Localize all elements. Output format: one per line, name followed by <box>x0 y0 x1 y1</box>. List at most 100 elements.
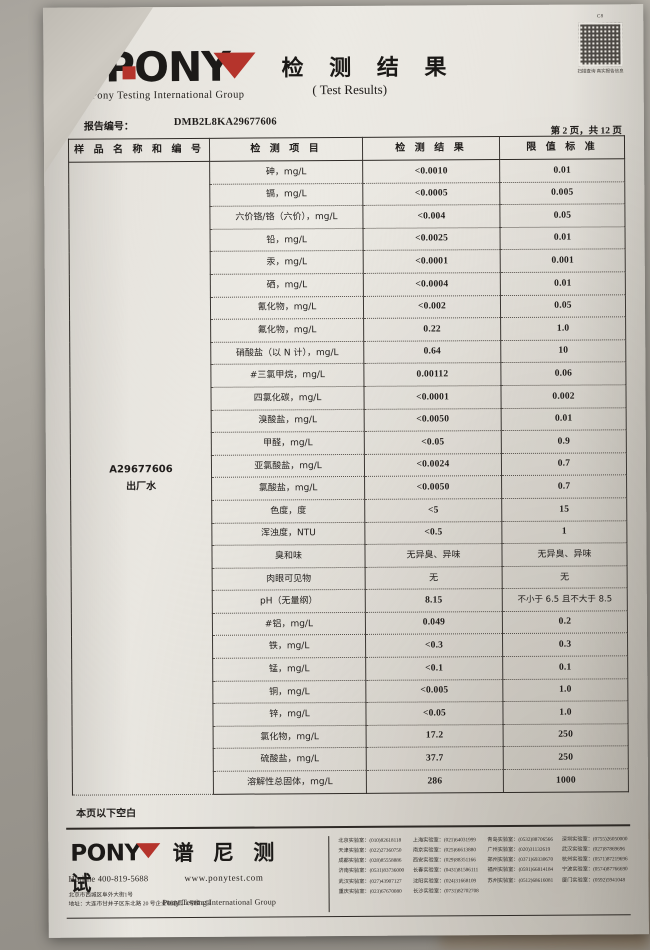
qr-code-icon[interactable] <box>578 22 623 67</box>
lab-contact: 长春实验室：(0431)81586111 <box>412 867 479 875</box>
cell-result: <0.0050 <box>364 475 502 500</box>
cell-result-text: <0.0004 <box>415 278 449 290</box>
footer-address: 北京市西城区阜外大街1号 地址：大连市甘井子区东北路 20 号企业制造园 1 号楼… <box>69 891 212 910</box>
lab-contact: 厦门实验室：(0592)5941048 <box>561 876 626 884</box>
cell-result: <0.0050 <box>364 408 502 432</box>
lab-contact: 上海实验室：(021)64031999 <box>412 837 476 844</box>
lab-contact: 苏州实验室：(0512)68616081 <box>487 877 554 884</box>
cell-limit-text: 无异臭、异味 <box>537 549 592 560</box>
lab-contact: 沈阳实验室：(024)31668109 <box>412 877 477 885</box>
cell-result: <0.3 <box>365 634 503 658</box>
cell-item: 铅，mg/L <box>210 228 364 252</box>
column-header-sample: 样 品 名 称 和 编 号 <box>68 138 210 163</box>
cell-result-text: <0.0024 <box>416 459 450 470</box>
lab-contact: 西安实验室：(029)88351166 <box>412 857 476 864</box>
cell-result: 17.2 <box>366 724 504 748</box>
cell-result-text: 0.64 <box>423 346 442 357</box>
cell-limit-text: 1.0 <box>556 323 570 334</box>
cell-item-text: 砷，mg/L <box>265 167 307 178</box>
cell-limit-text: 0.06 <box>554 368 573 379</box>
footer-vertical-divider <box>328 836 330 913</box>
cell-item-text: 氯化物，mg/L <box>260 731 319 743</box>
cell-limit-text: 0.005 <box>551 187 574 198</box>
report-number-value: DMB2L8KA29677606 <box>173 116 277 129</box>
cell-result: 8.15 <box>365 588 503 613</box>
cell-limit-text: 0.01 <box>554 278 572 289</box>
cell-limit-text: 0.7 <box>557 481 571 492</box>
footer-logo-wordmark: PONY <box>70 840 141 867</box>
cell-item: #三氯甲烷，mg/L <box>210 363 364 388</box>
cell-result-text: 37.7 <box>426 753 444 764</box>
cell-item: 氰化物，mg/L <box>210 295 364 320</box>
cell-result: <0.5 <box>364 521 502 545</box>
cell-item-text: 溶解性总固体，mg/L <box>247 777 333 788</box>
cell-limit-text: 250 <box>558 730 574 741</box>
lab-contact: 福州实验室：(0591)66814184 <box>487 867 554 874</box>
cell-limit-text: 无 <box>560 572 570 583</box>
cell-result-text: 无异臭、异味 <box>406 550 461 561</box>
cell-result: 无 <box>365 566 503 590</box>
cell-limit: 无 <box>502 565 628 589</box>
cell-result-text: <5 <box>427 504 439 516</box>
cell-result-text: <0.005 <box>420 685 449 696</box>
cell-result: <0.0010 <box>362 159 500 183</box>
lab-contact: 郑州实验室：(0371)69330670 <box>487 857 554 864</box>
cell-item: #铝，mg/L <box>212 612 366 636</box>
lab-contact: 重庆实验室：(023)67670080 <box>338 888 402 895</box>
qr-code-block: C8 扫描查询 真实报告信息 <box>573 14 627 74</box>
cell-item-text: 硒，mg/L <box>266 280 308 291</box>
cell-limit: 1.0 <box>500 316 626 341</box>
report-content: PONY Pony Testing International Group 检 … <box>43 4 649 938</box>
cell-item-text: 溴酸盐，mg/L <box>258 415 317 426</box>
cell-limit: 0.002 <box>500 384 627 409</box>
cell-result: <0.0004 <box>363 272 501 296</box>
cell-result-text: <0.05 <box>421 437 445 448</box>
cell-result: <0.005 <box>365 679 503 703</box>
cell-result-text: 286 <box>427 776 443 787</box>
cell-limit: 0.06 <box>500 362 626 386</box>
cell-result: <0.002 <box>363 295 501 319</box>
cell-limit: 无异臭、异味 <box>501 542 628 567</box>
cell-item: 甲醛，mg/L <box>211 431 365 456</box>
cell-item: 浑浊度，NTU <box>211 521 365 546</box>
cell-limit-text: 0.2 <box>558 617 572 628</box>
column-header-item: 检 测 项 目 <box>209 137 363 162</box>
cell-limit: 15 <box>501 497 627 522</box>
cell-result-text: 17.2 <box>425 730 444 741</box>
cell-result-text: <0.3 <box>424 640 444 651</box>
cell-item-text: 甲醛，mg/L <box>263 438 313 449</box>
cell-limit-text: 0.01 <box>553 232 572 244</box>
cell-item-text: 臭和味 <box>274 551 303 562</box>
footer-hotline[interactable]: Hotline 400-819-5688 <box>68 873 149 884</box>
report-number-label: 报告编号： <box>83 121 134 133</box>
cell-result: 286 <box>366 769 504 794</box>
cell-result: <0.1 <box>365 656 503 681</box>
cell-limit: 1 <box>501 520 627 544</box>
cell-item-text: 铁，mg/L <box>268 641 310 652</box>
cell-item-text: 六价铬/铬（六价），mg/L <box>235 212 338 223</box>
lab-contact: 青岛实验室：(0532)88706566 <box>487 836 553 844</box>
cell-limit-text: 1000 <box>555 775 576 786</box>
cell-result: 0.22 <box>363 317 501 342</box>
cell-result: <0.0001 <box>363 249 501 274</box>
footer-red-triangle-icon <box>136 843 161 859</box>
cell-limit: 0.05 <box>500 294 626 318</box>
cell-limit-text: 0.1 <box>558 662 572 673</box>
cell-result: <0.0024 <box>364 453 502 477</box>
address-line: 地址：大连市甘井子区东北路 20 号企业制造园 1 号楼 1 层 <box>68 900 212 908</box>
cell-result: 37.7 <box>366 746 504 771</box>
cell-limit: 0.005 <box>499 181 625 205</box>
cell-result: <5 <box>364 498 502 522</box>
cell-result-text: 0.22 <box>423 324 441 335</box>
cell-item-text: 镉，mg/L <box>266 189 307 200</box>
cell-limit-text: 1.0 <box>559 707 572 718</box>
cell-result: <0.0005 <box>362 182 500 206</box>
lab-contact: 杭州实验室：(0571)87219696 <box>561 856 628 863</box>
footer-website[interactable]: www.ponytest.com <box>184 872 264 883</box>
cell-limit-text: 0.01 <box>554 413 573 424</box>
cell-limit: 1.0 <box>502 678 628 702</box>
cell-limit-text: 0.002 <box>552 391 575 402</box>
cell-limit: 250 <box>503 723 629 747</box>
cell-item: 镉，mg/L <box>209 182 363 207</box>
cell-result: <0.004 <box>362 204 501 229</box>
